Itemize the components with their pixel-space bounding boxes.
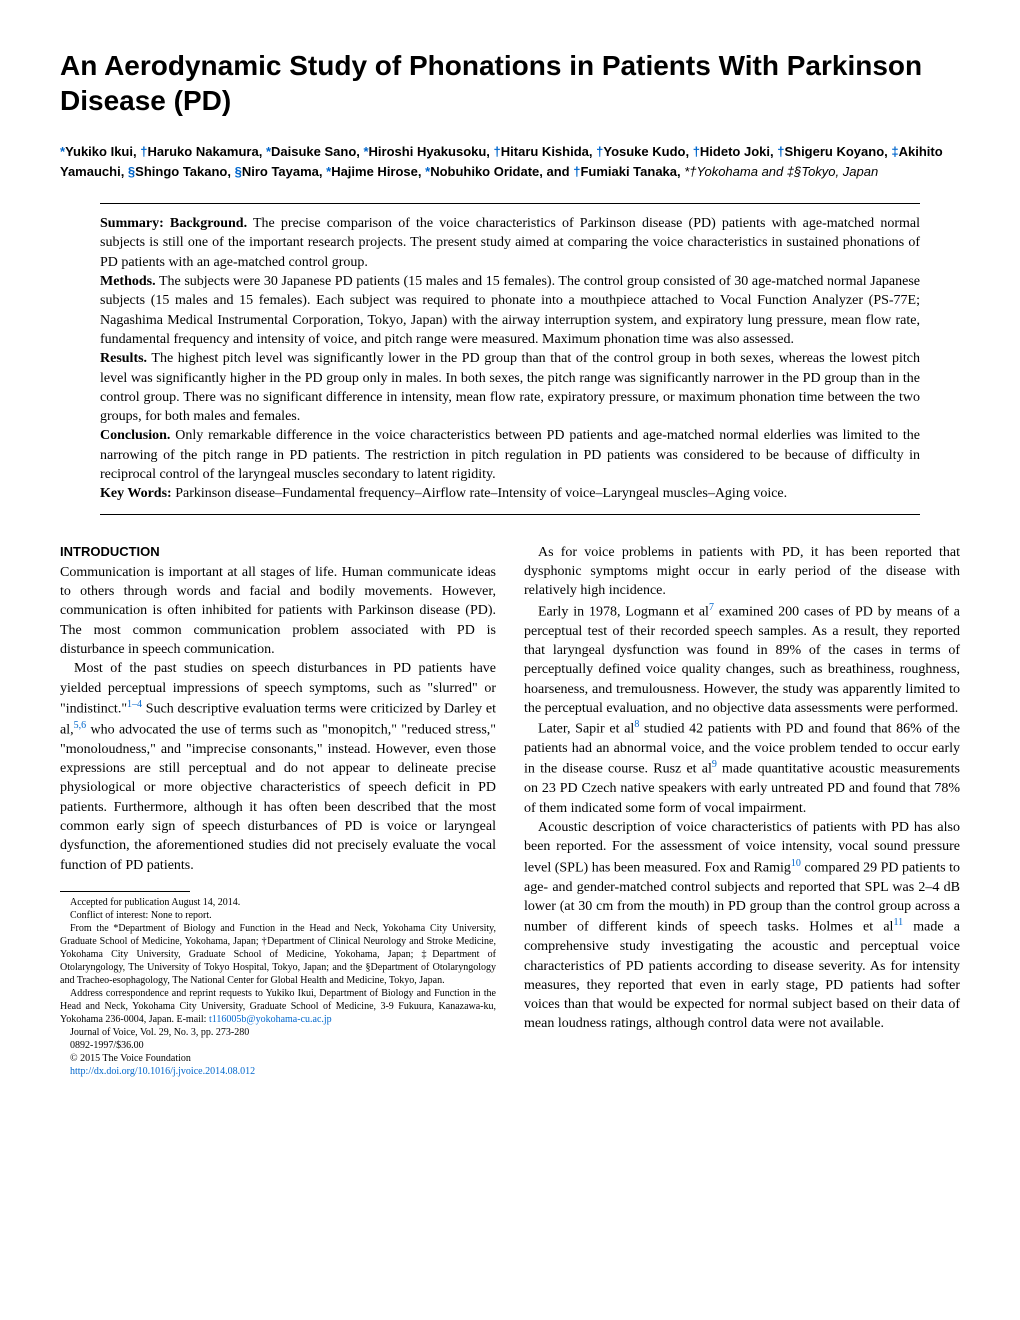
ref-1-4[interactable]: 1–4 [127,699,142,710]
fn-copyright: © 2015 The Voice Foundation [60,1052,496,1065]
article-title: An Aerodynamic Study of Phonations in Pa… [60,48,960,118]
doi-link[interactable]: http://dx.doi.org/10.1016/j.jvoice.2014.… [60,1065,496,1078]
ref-5-6[interactable]: 5,6 [74,720,87,731]
abstract-results: Results. The highest pitch level was sig… [100,349,920,426]
abstract-summary: Summary: Background. The precise compari… [100,214,920,272]
results-text: The highest pitch level was significantl… [100,351,920,424]
ref-11[interactable]: 11 [893,917,903,928]
introduction-heading: INTRODUCTION [60,543,496,561]
abstract-methods: Methods. The subjects were 30 Japanese P… [100,272,920,349]
r-p1: As for voice problems in patients with P… [524,543,960,601]
r-p4-post: made a comprehensive study investigating… [524,920,960,1032]
fn-coi: Conflict of interest: None to report. [60,909,496,922]
r-p2-post: examined 200 cases of PD by means of a p… [524,604,960,716]
r-p2: Early in 1978, Logmann et al7 examined 2… [524,601,960,719]
fn-correspondence: Address correspondence and reprint reque… [60,987,496,1026]
fn-journal: Journal of Voice, Vol. 29, No. 3, pp. 27… [60,1026,496,1039]
conclusion-text: Only remarkable difference in the voice … [100,428,920,482]
summary-label: Summary: Background. [100,216,247,231]
r-p4: Acoustic description of voice characteri… [524,818,960,1034]
results-label: Results. [100,351,147,366]
ref-10[interactable]: 10 [791,858,801,869]
author-list: *Yukiko Ikui, †Haruko Nakamura, *Daisuke… [60,142,960,181]
r-p3: Later, Sapir et al8 studied 42 patients … [524,718,960,818]
abstract-box: Summary: Background. The precise compari… [100,203,920,515]
r-p3-pre: Later, Sapir et al [538,722,634,737]
keywords-text: Parkinson disease–Fundamental frequency–… [172,486,787,501]
methods-label: Methods. [100,274,156,289]
keywords-label: Key Words: [100,486,172,501]
methods-text: The subjects were 30 Japanese PD patient… [100,274,920,347]
p2-post: who advocated the use of terms such as "… [60,722,496,872]
abstract-conclusion: Conclusion. Only remarkable difference i… [100,426,920,484]
fn-accepted: Accepted for publication August 14, 2014… [60,896,496,909]
fn-affiliations: From the *Department of Biology and Func… [60,922,496,987]
footnotes: Accepted for publication August 14, 2014… [60,896,496,1078]
intro-p2: Most of the past studies on speech distu… [60,659,496,875]
fn-issn: 0892-1997/$36.00 [60,1039,496,1052]
body-columns: INTRODUCTION Communication is important … [60,543,960,1078]
abstract-keywords: Key Words: Parkinson disease–Fundamental… [100,484,920,503]
left-column: INTRODUCTION Communication is important … [60,543,496,1078]
footnote-separator [60,891,190,892]
r-p2-pre: Early in 1978, Logmann et al [538,604,709,619]
conclusion-label: Conclusion. [100,428,170,443]
intro-p1: Communication is important at all stages… [60,563,496,660]
right-column: As for voice problems in patients with P… [524,543,960,1078]
correspondence-email-link[interactable]: t116005b@yokohama-cu.ac.jp [209,1014,332,1025]
